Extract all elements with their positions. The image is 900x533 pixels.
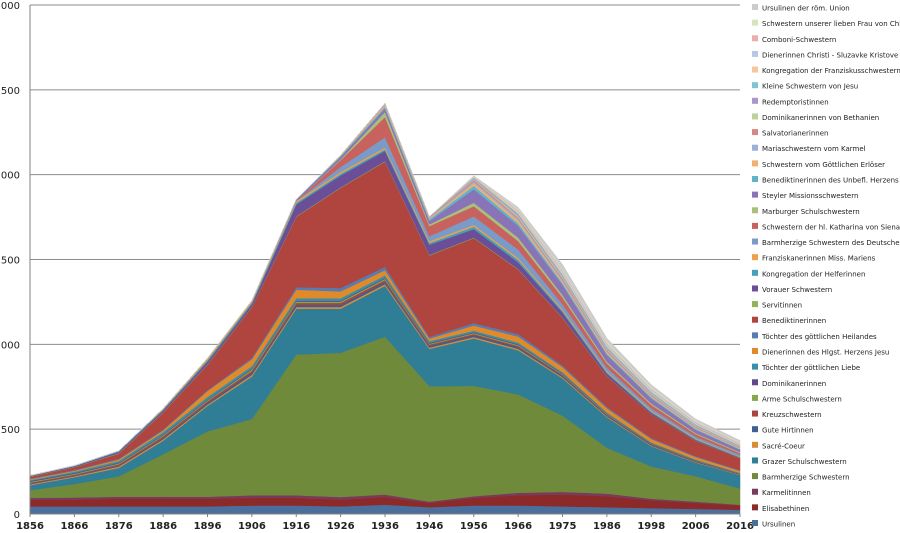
legend-swatch — [752, 66, 758, 73]
legend-swatch — [752, 426, 758, 433]
x-tick-label: 1986 — [593, 521, 621, 532]
x-tick-label: 1998 — [637, 521, 665, 532]
legend-swatch — [752, 504, 758, 511]
legend-label: Kleine Schwestern von Jesu — [762, 83, 858, 91]
y-tick-label: 500 — [1, 425, 20, 436]
legend-swatch — [752, 207, 758, 214]
x-tick-label: 1866 — [60, 521, 88, 532]
legend-label: Schwestern der hl. Katharina von Siena — [762, 223, 900, 231]
legend-swatch — [752, 394, 758, 401]
legend-label: Benediktinerinnen des Unbefl. Herzens Ma… — [762, 177, 900, 185]
y-tick-label: 3000 — [0, 1, 20, 12]
x-tick-label: 1936 — [371, 521, 399, 532]
legend-swatch — [752, 285, 758, 292]
legend-label: Arme Schulschwestern — [762, 395, 842, 403]
legend-swatch — [752, 332, 758, 339]
legend-label: Schwestern unserer lieben Frau von China — [762, 20, 900, 28]
legend-label: Ursulinen — [762, 521, 795, 529]
y-tick-label: 1000 — [0, 340, 20, 351]
legend-swatch — [752, 222, 758, 229]
legend-label: Dienerinnen Christi - Sluzavke Kristove — [762, 51, 898, 59]
legend-label: Dienerinnen des Hlgst. Herzens Jesu — [762, 349, 889, 357]
legend-swatch — [752, 488, 758, 495]
legend-swatch — [752, 50, 758, 57]
x-tick-label: 1916 — [282, 521, 310, 532]
x-tick-label: 1946 — [415, 521, 443, 532]
legend-swatch — [752, 129, 758, 136]
x-tick-label: 1906 — [238, 521, 266, 532]
legend-label: Mariaschwestern vom Karmel — [762, 145, 866, 153]
y-tick-label: 1500 — [0, 256, 20, 267]
x-tick-label: 2006 — [682, 521, 710, 532]
legend-label: Grazer Schulschwestern — [762, 458, 847, 466]
legend-label: Gute Hirtinnen — [762, 427, 814, 435]
y-tick-label: 0 — [14, 510, 20, 521]
legend-swatch — [752, 410, 758, 417]
legend-label: Redemptoristinnen — [762, 98, 829, 106]
legend-label: Dominikanerinnen von Bethanien — [762, 114, 879, 122]
x-tick-label: 2016 — [726, 521, 754, 532]
legend-swatch — [752, 82, 758, 89]
x-tick-label: 1896 — [194, 521, 222, 532]
legend-label: Töchter der göttlichen Liebe — [761, 364, 860, 372]
legend-swatch — [752, 176, 758, 182]
legend-label: Kongregation der Helferinnen — [762, 270, 865, 278]
x-tick-labels: 1856 1866 1876 1886 1896 1906 1916 1926 1936 1946… — [16, 514, 754, 532]
legend-swatch — [752, 363, 758, 370]
x-tick-label: 1926 — [327, 521, 355, 532]
x-tick-label: 1975 — [549, 521, 577, 532]
area-series — [29, 102, 741, 515]
legend-label: Comboni-Schwestern — [762, 36, 836, 44]
legend-label: Dominikanerinnen — [762, 380, 826, 388]
legend-label: Salvatorianerinnen — [762, 130, 828, 138]
legend-swatch — [752, 348, 758, 354]
y-tick-labels: 0 500 1000 1500 2000 2500 3000 — [0, 1, 20, 521]
legend-label: Franziskanerinnen Miss. Mariens — [762, 255, 876, 263]
x-tick-label: 1886 — [149, 521, 177, 532]
legend-swatch — [752, 238, 758, 245]
legend-label: Vorauer Schwestern — [762, 286, 832, 294]
legend-label: Elisabethinen — [762, 505, 809, 513]
legend-label: Kreuzschwestern — [762, 411, 822, 419]
legend-swatch — [752, 316, 758, 323]
x-tick-label: 1876 — [105, 521, 133, 532]
legend-label: Schwestern vom Göttlichen Erlöser — [762, 161, 885, 169]
legend-swatch — [752, 113, 758, 120]
legend-swatch — [752, 269, 758, 276]
legend-swatch — [752, 301, 758, 308]
legend-swatch — [752, 4, 758, 10]
legend-swatch — [752, 473, 758, 480]
x-tick-label: 1856 — [16, 521, 44, 532]
legend-swatch — [752, 441, 758, 448]
legend-label: Barmherzige Schwestern des Deutschen Ord… — [762, 239, 900, 247]
legend-swatch — [752, 457, 758, 464]
x-tick-label: 1956 — [460, 521, 488, 532]
legend-label: Töchter des göttlichen Heilandes — [761, 333, 877, 341]
legend-label: Sacré-Coeur — [762, 442, 805, 450]
legend-swatch — [752, 379, 758, 386]
legend-swatch — [752, 35, 758, 42]
legend-swatch — [752, 160, 758, 167]
legend-label: Servitinnen — [762, 302, 802, 310]
x-tick-label: 1966 — [504, 521, 532, 532]
legend-swatch — [752, 520, 758, 526]
legend-swatch — [752, 254, 758, 261]
legend-label: Benediktinerinnen — [762, 317, 826, 325]
legend-swatch — [752, 191, 758, 198]
legend-label: Kongregation der Franziskusschwestern — [762, 67, 900, 75]
y-tick-label: 2000 — [0, 171, 20, 182]
legend-swatch — [752, 97, 758, 104]
legend-label: Ursulinen der röm. Union — [762, 5, 850, 13]
area-series-33 — [29, 102, 741, 476]
legend-swatch — [752, 144, 758, 151]
legend-label: Steyler Missionsschwestern — [762, 192, 858, 200]
legend-label: Marburger Schulschwestern — [762, 208, 860, 216]
legend-label: Barmherzige Schwestern — [762, 474, 850, 482]
legend-label: Karmelitinnen — [762, 489, 811, 497]
legend-swatch — [752, 19, 758, 26]
y-tick-label: 2500 — [0, 86, 20, 97]
legend: Ursulinen Elisabethinen Karmelitinnen Barmh… — [752, 4, 900, 529]
